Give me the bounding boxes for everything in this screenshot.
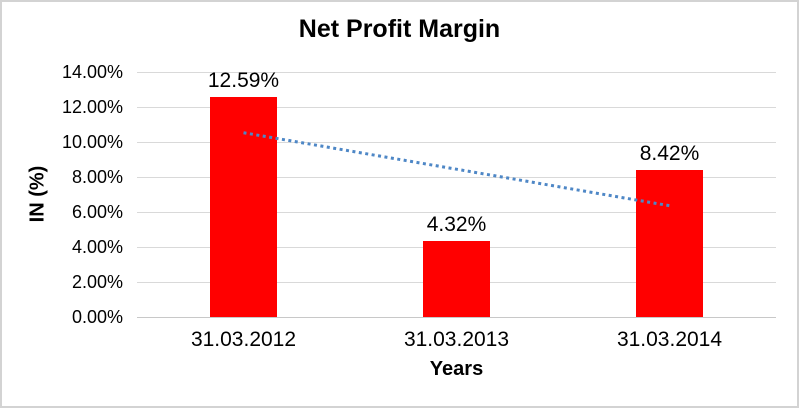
y-tick-label: 2.00% bbox=[71, 272, 123, 292]
x-axis-line bbox=[137, 316, 776, 318]
y-tick-label: 14.00% bbox=[61, 62, 123, 82]
bar-31.03.2014 bbox=[636, 169, 703, 317]
gridline bbox=[137, 71, 776, 73]
x-tick-label: 31.03.2013 bbox=[403, 328, 510, 351]
bar-31.03.2013 bbox=[423, 241, 490, 317]
x-tick-label: 31.03.2014 bbox=[616, 328, 723, 351]
y-tick-label: 0.00% bbox=[71, 307, 123, 327]
y-tick-label: 12.00% bbox=[61, 97, 123, 117]
x-tick-label: 31.03.2012 bbox=[190, 328, 297, 351]
y-tick-label: 8.00% bbox=[71, 167, 123, 187]
y-tick-label: 10.00% bbox=[61, 132, 123, 152]
gridline bbox=[137, 211, 776, 213]
chart-title: Net Profit Margin bbox=[298, 15, 501, 43]
x-axis-title: Years bbox=[429, 358, 484, 380]
y-tick-label: 4.00% bbox=[71, 237, 123, 257]
data-label: 8.42% bbox=[639, 141, 700, 165]
data-label: 4.32% bbox=[426, 213, 487, 237]
data-label: 12.59% bbox=[207, 68, 280, 92]
bar-31.03.2012 bbox=[210, 96, 277, 317]
y-tick-label: 6.00% bbox=[71, 202, 123, 222]
gridline bbox=[137, 106, 776, 108]
